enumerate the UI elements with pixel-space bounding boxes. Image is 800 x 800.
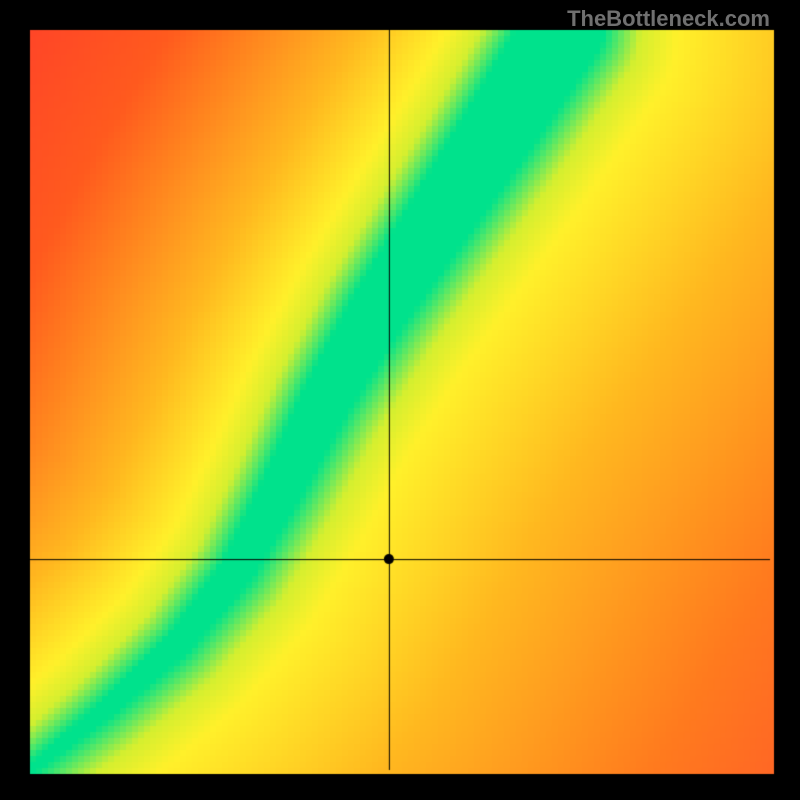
bottleneck-heatmap [0,0,800,800]
watermark: TheBottleneck.com [567,6,770,32]
